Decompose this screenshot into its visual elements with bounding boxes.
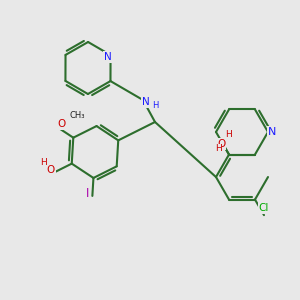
Text: H: H <box>226 130 232 140</box>
Text: H: H <box>40 158 46 167</box>
Text: N: N <box>142 97 150 107</box>
Text: CH₃: CH₃ <box>70 112 85 121</box>
Text: N: N <box>268 127 276 137</box>
Text: Cl: Cl <box>259 203 269 213</box>
Text: H: H <box>214 144 221 153</box>
Text: I: I <box>86 188 89 200</box>
Text: H: H <box>152 100 158 109</box>
Text: O: O <box>217 139 225 149</box>
Text: O: O <box>46 165 55 175</box>
Text: O: O <box>58 119 66 129</box>
Text: N: N <box>104 52 111 62</box>
